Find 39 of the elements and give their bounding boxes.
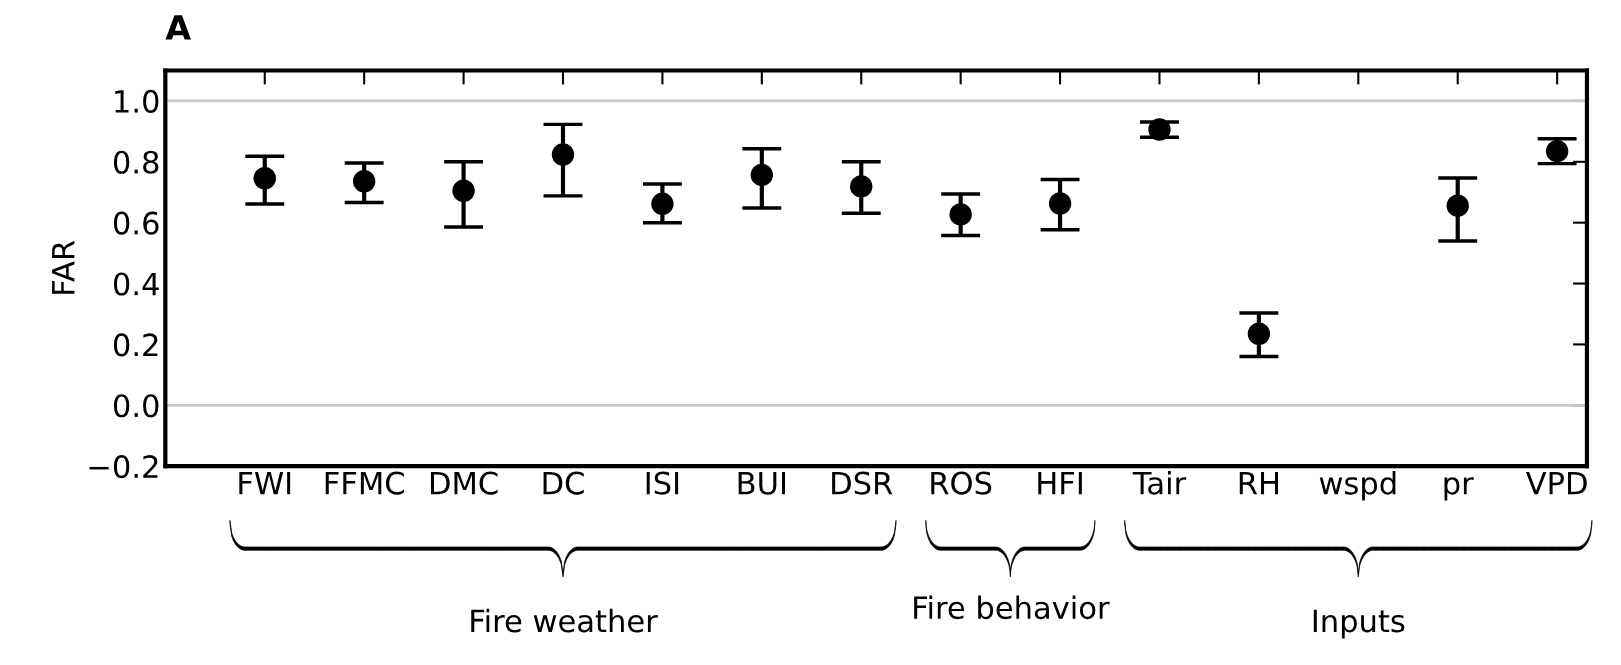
- point: [452, 179, 475, 202]
- y-tick-label: 0.0: [113, 394, 159, 418]
- point: [750, 163, 774, 187]
- y-tick-label: 0.8: [113, 150, 159, 174]
- point: [1247, 322, 1271, 345]
- point: [1048, 192, 1072, 215]
- text: Inputs: [1313, 609, 1405, 639]
- x-tick-label: VPD: [1525, 471, 1587, 495]
- x-tick-label: HFI: [1038, 471, 1082, 495]
- x-tick-label: ROS: [931, 471, 992, 495]
- text: Fire behavior: [914, 595, 1110, 620]
- y-tick-label: 1.0: [115, 89, 159, 113]
- x-tick-label: ISI: [646, 471, 679, 495]
- point: [651, 192, 674, 215]
- point: [253, 167, 276, 190]
- point: [1545, 139, 1569, 163]
- x-tick-label: DSR: [832, 471, 893, 495]
- y-tick-label: 0.4: [113, 272, 159, 296]
- y-tick-label: 0.2: [113, 333, 158, 357]
- x-tick-label: wspd: [1319, 471, 1396, 501]
- x-tick-label: FFMC: [325, 471, 404, 495]
- point: [1148, 118, 1171, 141]
- y-tick-label: 0.6: [113, 211, 159, 235]
- x-tick-label: Tair: [1132, 471, 1187, 495]
- x-tick-label: FWI: [239, 471, 291, 495]
- point: [551, 143, 575, 166]
- y-axis-title: FAR: [52, 240, 75, 294]
- point: [1446, 194, 1469, 217]
- y-tick-label: −0.2: [89, 455, 158, 479]
- x-tick-label: DC: [543, 471, 584, 495]
- x-tick-label: BUI: [738, 471, 785, 495]
- point: [352, 170, 376, 193]
- chart-title: A: [165, 15, 191, 40]
- point: [949, 203, 972, 226]
- text: Fire weather: [471, 608, 658, 633]
- x-tick-label: DMC: [430, 471, 498, 495]
- point: [850, 175, 873, 198]
- x-tick-label: pr: [1444, 477, 1474, 501]
- x-tick-label: RH: [1239, 471, 1278, 495]
